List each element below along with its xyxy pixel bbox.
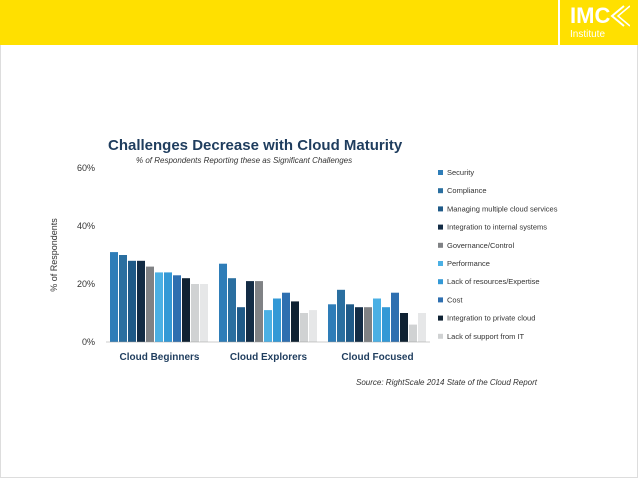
- legend-label: Performance: [447, 259, 490, 268]
- legend-label: Integration to private cloud: [447, 314, 535, 323]
- bar: [273, 298, 281, 342]
- legend-label: Managing multiple cloud services: [447, 204, 558, 213]
- x-axis-labels: Cloud Beginners Cloud Explorers Cloud Focu…: [119, 352, 413, 363]
- y-axis-ticks: 0% 20% 40% 60%: [77, 163, 95, 347]
- logo-chevron-icon: [610, 5, 630, 27]
- bar: [337, 289, 345, 342]
- bar: [119, 255, 127, 342]
- bar: [400, 313, 408, 342]
- legend: Security Compliance Managing multiple clou…: [438, 168, 558, 341]
- bar: [346, 304, 354, 342]
- y-axis-label: % of Respondents: [49, 218, 59, 292]
- bar: [391, 292, 399, 342]
- chart-title: Challenges Decrease with Cloud Maturity: [108, 137, 403, 154]
- chart-source: Source: RightScale 2014 State of the Clo…: [356, 378, 538, 387]
- imc-logo: IMC Institute: [558, 0, 638, 45]
- bar: [219, 263, 227, 342]
- bar: [355, 307, 363, 342]
- legend-label: Compliance: [447, 186, 487, 195]
- legend-swatch: [438, 315, 443, 321]
- bar: [300, 313, 308, 342]
- bar: [237, 307, 245, 342]
- bar: [264, 310, 272, 342]
- bar: [255, 281, 263, 342]
- bar: [155, 272, 163, 342]
- legend-label: Lack of support from IT: [447, 332, 525, 341]
- bar: [364, 307, 372, 342]
- chart-subtitle: % of Respondents Reporting these as Sign…: [136, 156, 352, 165]
- y-tick-label: 60%: [77, 163, 95, 173]
- bar: [146, 266, 154, 342]
- legend-swatch: [438, 224, 443, 230]
- bar: [173, 275, 181, 342]
- bar: [409, 324, 417, 342]
- legend-swatch: [438, 242, 443, 248]
- legend-label: Governance/Control: [447, 241, 514, 250]
- bar: [228, 278, 236, 342]
- legend-label: Integration to internal systems: [447, 223, 547, 232]
- legend-label: Security: [447, 168, 474, 177]
- x-tick-label: Cloud Focused: [341, 352, 413, 363]
- legend-swatch: [438, 261, 443, 266]
- bar: [191, 284, 199, 342]
- bar: [164, 272, 172, 342]
- bar: [182, 278, 190, 342]
- logo-sub-text: Institute: [570, 29, 606, 40]
- header-bar: [0, 0, 638, 45]
- legend-swatch: [438, 279, 443, 285]
- bar: [200, 284, 208, 342]
- bar: [282, 292, 290, 342]
- y-tick-label: 0%: [82, 337, 95, 347]
- x-tick-label: Cloud Explorers: [230, 352, 308, 363]
- logo-main-text: IMC: [570, 3, 611, 28]
- bar: [309, 310, 317, 342]
- bar: [291, 301, 299, 342]
- legend-swatch: [438, 170, 443, 175]
- bar: [128, 260, 136, 342]
- bar: [382, 307, 390, 342]
- bar: [137, 260, 145, 342]
- bar: [110, 252, 118, 342]
- bar: [246, 281, 254, 342]
- bar-chart: Challenges Decrease with Cloud Maturity …: [49, 137, 558, 387]
- legend-swatch: [438, 206, 443, 212]
- bar: [418, 313, 426, 342]
- bar: [328, 304, 336, 342]
- legend-label: Cost: [447, 295, 463, 304]
- legend-label: Lack of resources/Expertise: [447, 277, 540, 286]
- y-tick-label: 20%: [77, 279, 95, 289]
- y-tick-label: 40%: [77, 221, 95, 231]
- bar: [373, 298, 381, 342]
- legend-swatch: [438, 297, 443, 303]
- x-tick-label: Cloud Beginners: [119, 352, 199, 363]
- bars-group: [110, 252, 426, 342]
- legend-swatch: [438, 333, 443, 339]
- legend-swatch: [438, 188, 443, 194]
- chart-card: Challenges Decrease with Cloud Maturity …: [38, 123, 578, 388]
